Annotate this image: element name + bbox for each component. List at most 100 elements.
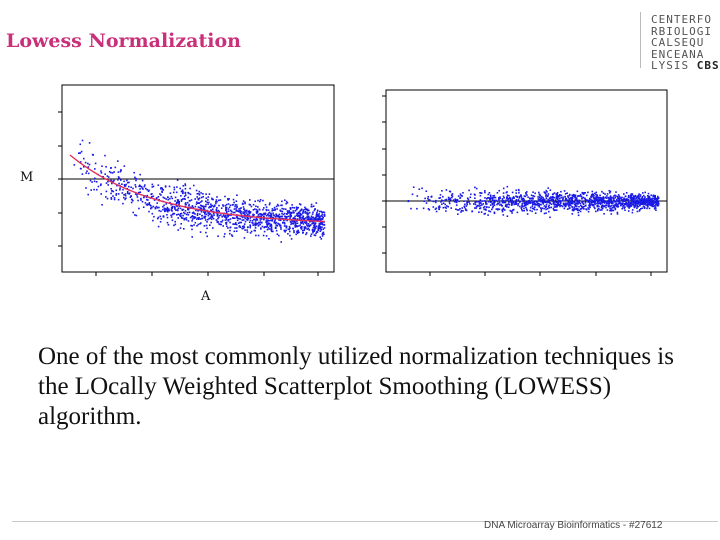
scatter-point — [648, 202, 651, 204]
scatter-point — [587, 201, 589, 203]
scatter-point — [188, 205, 190, 207]
scatter-point — [306, 222, 308, 224]
scatter-point — [233, 201, 235, 204]
scatter-point — [117, 171, 120, 173]
scatter-point — [489, 204, 492, 206]
scatter-point — [207, 218, 209, 221]
scatter-point — [264, 204, 267, 206]
scatter-point — [538, 193, 541, 196]
scatter-point — [573, 195, 575, 198]
scatter-point — [200, 210, 203, 212]
scatter-point — [451, 193, 454, 195]
scatter-point — [606, 193, 609, 195]
scatter-point — [279, 225, 281, 227]
scatter-point — [646, 205, 649, 207]
scatter-point — [643, 201, 646, 203]
scatter-point — [120, 169, 122, 171]
scatter-point — [138, 207, 140, 210]
scatter-point — [267, 213, 269, 215]
scatter-point — [265, 206, 268, 208]
scatter-point — [101, 204, 103, 206]
scatter-point — [276, 208, 278, 210]
scatter-point — [235, 204, 238, 206]
scatter-point — [514, 201, 517, 204]
scatter-point — [474, 203, 477, 206]
scatter-point — [594, 192, 596, 195]
scatter-point — [523, 202, 525, 205]
scatter-point — [416, 207, 418, 210]
scatter-point — [180, 212, 183, 215]
scatter-point — [445, 198, 448, 201]
scatter-point — [302, 223, 305, 225]
scatter-point — [257, 225, 260, 227]
scatter-point — [511, 191, 514, 194]
scatter-point — [165, 198, 167, 200]
scatter-point — [556, 205, 558, 208]
scatter-point — [218, 214, 221, 217]
scatter-point — [498, 189, 500, 192]
scatter-point — [510, 210, 513, 213]
scatter-point — [561, 205, 564, 208]
scatter-point — [502, 201, 505, 204]
scatter-point — [215, 209, 218, 212]
scatter-point — [146, 198, 148, 201]
scatter-point — [642, 202, 645, 204]
scatter-point — [261, 214, 263, 216]
scatter-point — [456, 209, 459, 211]
scatter-point — [199, 201, 202, 203]
scatter-point — [517, 188, 520, 191]
scatter-point — [184, 212, 186, 215]
scatter-point — [317, 215, 319, 218]
scatter-point — [112, 195, 114, 197]
scatter-point — [559, 205, 561, 208]
scatter-point — [155, 205, 158, 208]
scatter-point — [235, 208, 237, 210]
scatter-point — [169, 197, 171, 200]
scatter-point — [219, 199, 222, 201]
scatter-point — [94, 168, 96, 170]
scatter-point — [281, 215, 283, 218]
scatter-point — [306, 208, 309, 211]
scatter-point — [160, 210, 162, 213]
scatter-point — [555, 203, 558, 206]
scatter-point — [227, 227, 229, 229]
scatter-point — [657, 201, 660, 203]
scatter-point — [113, 171, 115, 173]
scatter-point — [621, 196, 623, 199]
scatter-point — [184, 187, 187, 190]
scatter-point — [635, 202, 638, 205]
scatter-point — [638, 197, 640, 199]
scatter-point — [503, 200, 505, 202]
scatter-point — [572, 201, 574, 204]
scatter-point — [229, 232, 231, 235]
scatter-point — [576, 190, 579, 193]
scatter-point — [263, 226, 265, 229]
scatter-point — [616, 199, 618, 201]
scatter-point — [205, 224, 208, 227]
scatter-point — [576, 199, 579, 201]
scatter-point — [624, 203, 627, 206]
scatter-point — [165, 208, 168, 210]
scatter-point — [239, 207, 242, 210]
scatter-point — [308, 211, 311, 214]
scatter-point — [193, 217, 195, 220]
scatter-point — [537, 202, 539, 205]
scatter-point — [272, 216, 275, 219]
scatter-point — [249, 211, 252, 214]
scatter-point — [182, 192, 184, 195]
scatter-point — [220, 214, 222, 216]
scatter-point — [596, 198, 598, 201]
scatter-point — [206, 201, 208, 204]
scatter-point — [541, 198, 544, 201]
scatter-point — [257, 215, 260, 218]
scatter-point — [202, 196, 204, 198]
scatter-point — [289, 234, 291, 237]
scatter-point — [492, 205, 494, 208]
scatter-point — [302, 217, 304, 220]
scatter-point — [207, 203, 209, 205]
scatter-point — [546, 207, 549, 210]
scatter-point — [249, 204, 251, 206]
scatter-point — [560, 190, 562, 193]
scatter-point — [564, 199, 567, 202]
scatter-point — [538, 196, 541, 198]
